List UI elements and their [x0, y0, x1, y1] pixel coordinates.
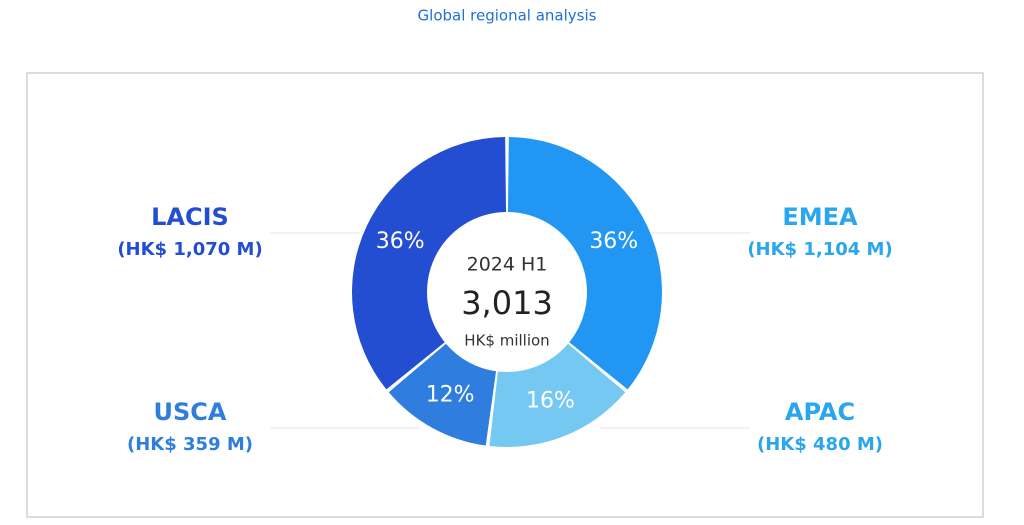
- region-amount: (HK$ 1,104 M): [747, 239, 892, 260]
- segment-label: 16%: [526, 389, 575, 414]
- segment-label: 36%: [376, 229, 425, 254]
- donut: 36% 16% 12% 36%: [352, 137, 662, 447]
- segment-label: 36%: [589, 229, 638, 254]
- region-label: USCA: [154, 398, 227, 426]
- chart-title: Global regional analysis: [418, 7, 597, 25]
- donut-segment: [388, 343, 497, 446]
- region-amount: (HK$ 480 M): [757, 434, 883, 455]
- region-amount: (HK$ 359 M): [127, 434, 253, 455]
- leader-lines: [270, 232, 750, 429]
- donut-segment: [489, 343, 626, 447]
- region-amount: (HK$ 1,070 M): [117, 239, 262, 260]
- donut-segment: [507, 137, 662, 390]
- segment-label: 12%: [426, 382, 475, 407]
- region-label: LACIS: [151, 203, 229, 231]
- region-label: EMEA: [782, 203, 858, 231]
- center-unit: HK$ million: [464, 332, 549, 350]
- donut-segment: [352, 137, 507, 390]
- region-label: APAC: [785, 398, 855, 426]
- center-period: 2024 H1: [467, 254, 548, 276]
- center-total: 3,013: [461, 284, 553, 322]
